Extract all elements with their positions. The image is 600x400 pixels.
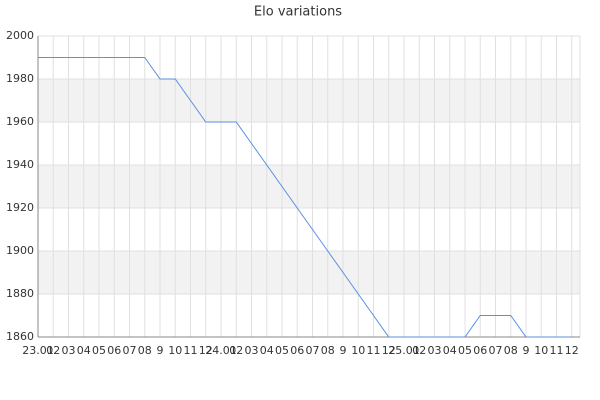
- y-tick-label: 1960: [6, 115, 34, 128]
- y-tick-label: 1920: [6, 201, 34, 214]
- x-tick-label: 9: [340, 344, 347, 357]
- x-tick-label: 04: [77, 344, 91, 357]
- x-tick-label: 05: [92, 344, 106, 357]
- y-tick-label: 1980: [6, 72, 34, 85]
- grid-band: [38, 165, 580, 208]
- x-tick-label: 05: [458, 344, 472, 357]
- x-tick-label: 11: [367, 344, 381, 357]
- x-tick-label: 23.01: [22, 344, 54, 357]
- grid-band: [38, 79, 580, 122]
- x-tick-label: 06: [107, 344, 121, 357]
- x-tick-label: 10: [534, 344, 548, 357]
- x-tick-label: 10: [168, 344, 182, 357]
- x-tick-label: 07: [489, 344, 503, 357]
- x-tick-label: 06: [290, 344, 304, 357]
- chart-title: Elo variations: [254, 5, 342, 20]
- x-tick-label: 02: [229, 344, 243, 357]
- x-tick-label: 9: [157, 344, 164, 357]
- y-tick-label: 1860: [6, 330, 34, 343]
- x-tick-label: 07: [306, 344, 320, 357]
- x-tick-label: 02: [46, 344, 60, 357]
- x-tick-label: 12: [382, 344, 396, 357]
- x-tick-label: 08: [504, 344, 518, 357]
- x-tick-label: 9: [523, 344, 530, 357]
- x-tick-label: 03: [428, 344, 442, 357]
- x-tick-label: 11: [184, 344, 198, 357]
- y-tick-label: 1900: [6, 244, 34, 257]
- x-tick-label: 02: [412, 344, 426, 357]
- x-tick-label: 24.01: [205, 344, 237, 357]
- y-tick-label: 2000: [6, 29, 34, 42]
- y-tick-label: 1940: [6, 158, 34, 171]
- line: [38, 57, 572, 338]
- x-tick-label: 08: [321, 344, 335, 357]
- x-tick-label: 03: [245, 344, 259, 357]
- x-tick-label: 04: [260, 344, 274, 357]
- x-tick-label: 25.01: [388, 344, 420, 357]
- grid-band: [38, 251, 580, 294]
- x-tick-label: 04: [443, 344, 457, 357]
- y-tick-label: 1880: [6, 287, 34, 300]
- x-tick-label: 08: [138, 344, 152, 357]
- x-tick-label: 05: [275, 344, 289, 357]
- x-tick-label: 12: [565, 344, 579, 357]
- x-tick-label: 11: [550, 344, 564, 357]
- x-tick-label: 10: [351, 344, 365, 357]
- x-tick-label: 06: [473, 344, 487, 357]
- x-tick-label: 03: [62, 344, 76, 357]
- x-tick-label: 12: [199, 344, 213, 357]
- x-tick-label: 07: [123, 344, 137, 357]
